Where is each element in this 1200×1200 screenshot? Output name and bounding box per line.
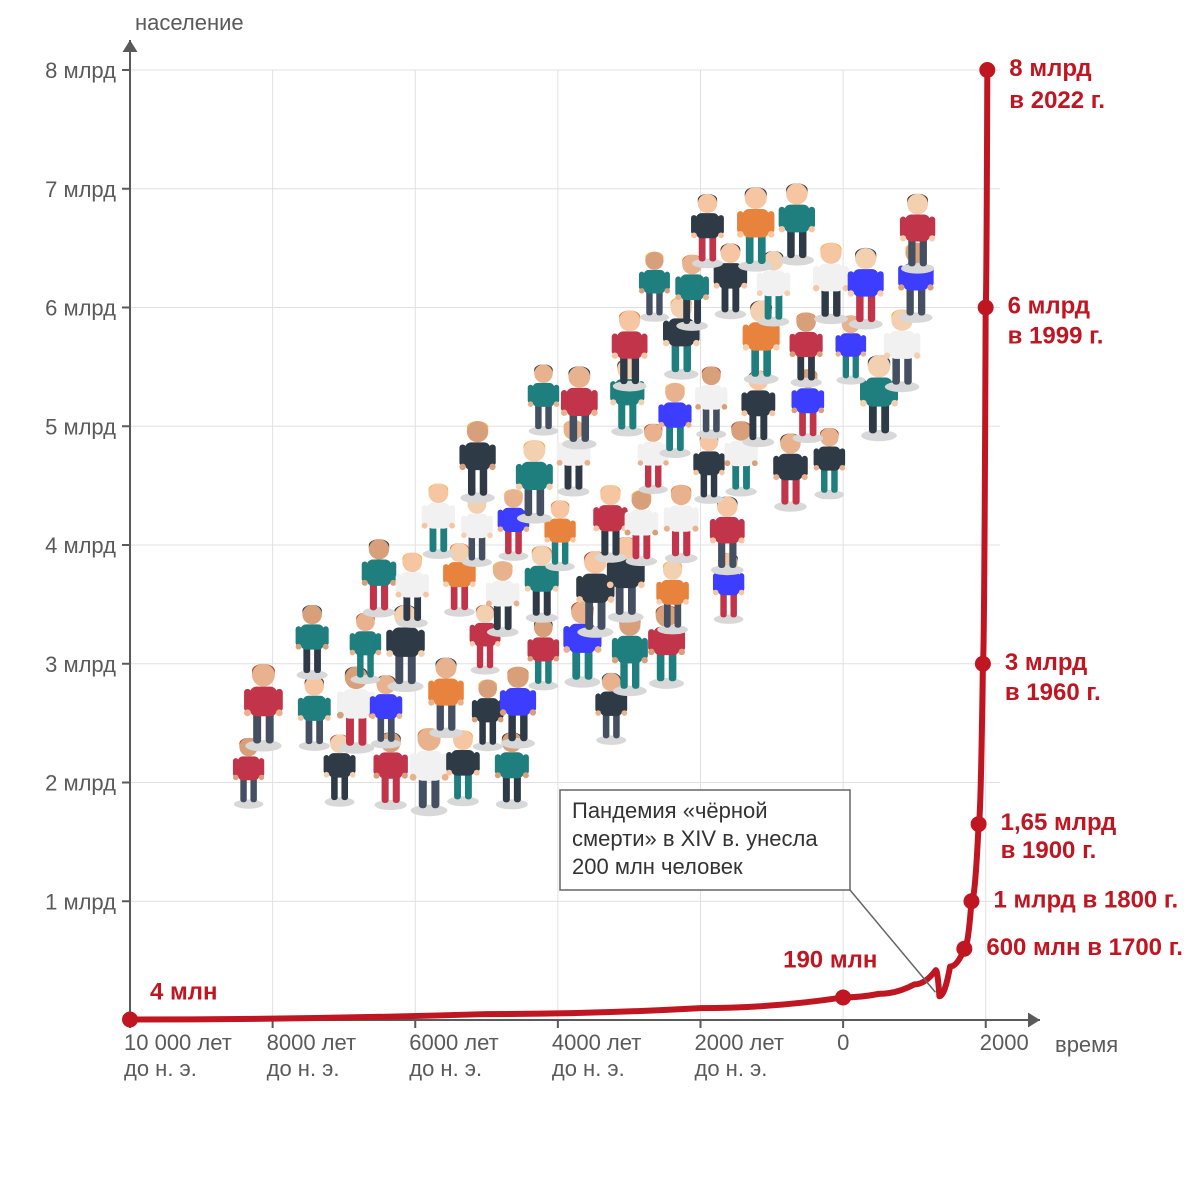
x-tick-label: до н. э. <box>124 1056 197 1081</box>
y-tick-label: 8 млрд <box>45 58 116 83</box>
x-axis-arrow <box>1028 1013 1040 1028</box>
x-tick-label: до н. э. <box>552 1056 625 1081</box>
data-marker <box>975 656 991 672</box>
annotation-leader <box>850 890 935 992</box>
data-marker <box>963 893 979 909</box>
x-tick-label: 6000 лет <box>409 1030 498 1055</box>
y-tick-label: 1 млрд <box>45 889 116 914</box>
x-tick-label: 8000 лет <box>267 1030 356 1055</box>
y-axis-arrow <box>123 40 138 52</box>
population-growth-chart: 10 000 летдо н. э.8000 летдо н. э.6000 л… <box>0 0 1200 1200</box>
y-tick-label: 5 млрд <box>45 414 116 439</box>
milestone-label: 1,65 млрд <box>1001 809 1117 836</box>
annotation-text: смерти» в XIV в. унесла <box>572 826 818 851</box>
milestone-label: 1 млрд в 1800 г. <box>993 886 1178 913</box>
x-tick-label: до н. э. <box>694 1056 767 1081</box>
milestone-label: в 1999 г. <box>1008 323 1104 350</box>
milestone-label: 600 млн в 1700 г. <box>986 934 1183 961</box>
x-tick-label: 2000 лет <box>694 1030 783 1055</box>
milestone-label: 6 млрд <box>1008 293 1090 320</box>
x-tick-label: до н. э. <box>267 1056 340 1081</box>
y-tick-label: 6 млрд <box>45 296 116 321</box>
crowd-illustration <box>233 183 935 816</box>
x-axis-label: время <box>1055 1032 1118 1057</box>
x-tick-label: до н. э. <box>409 1056 482 1081</box>
y-tick-label: 2 млрд <box>45 771 116 796</box>
data-marker <box>971 816 987 832</box>
x-tick-label: 0 <box>837 1030 849 1055</box>
x-tick-label: 2000 <box>980 1030 1029 1055</box>
value-label: 190 млн <box>783 946 877 973</box>
milestone-label: 3 млрд <box>1005 649 1087 676</box>
annotation-text: Пандемия «чёрной <box>572 798 768 823</box>
x-tick-label: 10 000 лет <box>124 1030 232 1055</box>
y-tick-label: 3 млрд <box>45 652 116 677</box>
data-marker <box>122 1012 138 1028</box>
milestone-label: в 1900 г. <box>1001 837 1097 864</box>
data-marker <box>979 62 995 78</box>
x-tick-label: 4000 лет <box>552 1030 641 1055</box>
data-marker <box>956 941 972 957</box>
value-label: 4 млн <box>150 979 218 1006</box>
data-marker <box>978 300 994 316</box>
milestone-label: 8 млрд <box>1009 55 1091 82</box>
milestone-label: в 2022 г. <box>1009 87 1105 114</box>
y-tick-label: 4 млрд <box>45 533 116 558</box>
milestone-label: в 1960 г. <box>1005 679 1101 706</box>
y-axis-label: население <box>135 10 244 35</box>
y-tick-label: 7 млрд <box>45 177 116 202</box>
data-marker <box>835 989 851 1005</box>
annotation-text: 200 млн человек <box>572 854 743 879</box>
